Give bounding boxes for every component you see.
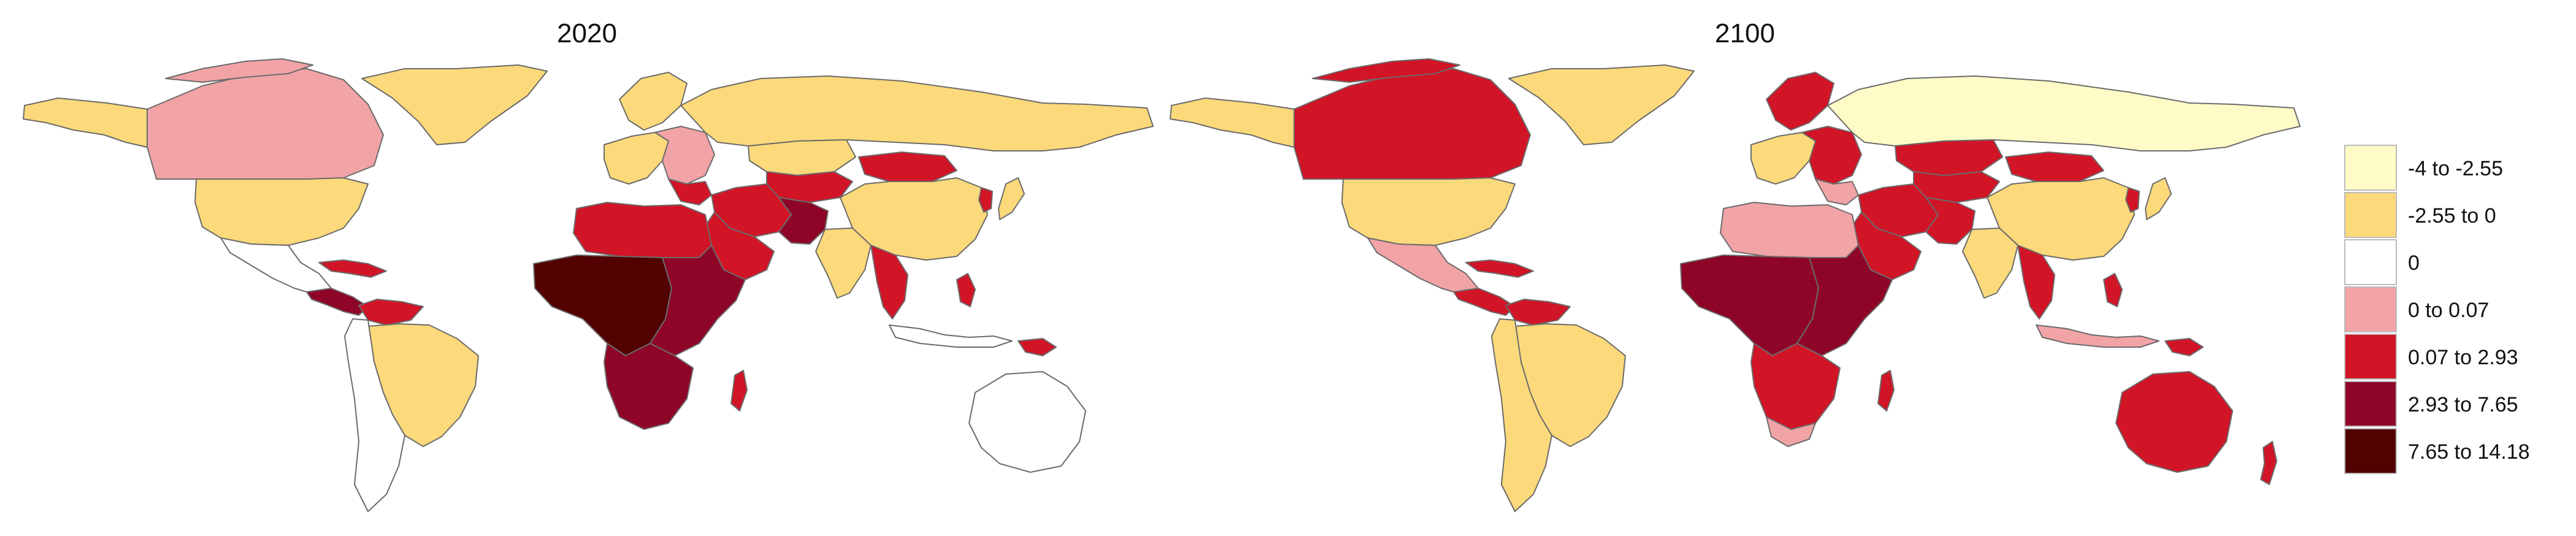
region-mexico[interactable] [220,237,332,296]
region-scandinavia[interactable] [619,72,688,131]
region-japan[interactable] [998,177,1025,220]
region-alaska[interactable] [1170,98,1295,148]
region-andes[interactable] [1491,318,1552,512]
world-map-2100 [1170,58,2301,512]
region-myanmar-se-asia[interactable] [2017,245,2055,320]
legend-swatch [2344,381,2397,427]
region-central-america[interactable] [1453,288,1516,316]
region-alaska[interactable] [23,98,148,148]
region-kazakhstan[interactable] [748,139,856,176]
region-indonesia[interactable] [2036,324,2160,348]
region-north-africa[interactable] [573,202,712,258]
region-usa[interactable] [194,177,369,246]
region-east-africa[interactable] [1796,245,1893,356]
region-png[interactable] [2164,338,2204,356]
legend-item: 0 to 0.07 [2344,286,2565,334]
region-greenland[interactable] [1508,64,1695,145]
region-new-zealand[interactable] [2260,441,2277,485]
region-venezuela-colombia[interactable] [358,299,424,326]
region-japan[interactable] [2145,177,2172,220]
map-title-2020: 2020 [557,18,617,48]
region-indonesia[interactable] [889,324,1013,348]
legend-label: 0.07 to 2.93 [2408,346,2518,369]
region-australia[interactable] [968,371,1086,473]
legend-label: 2.93 to 7.65 [2408,393,2518,416]
region-mongolia[interactable] [2005,151,2104,182]
legend-item: 7.65 to 14.18 [2344,428,2565,475]
region-south-africa[interactable] [1766,416,1816,447]
region-korea[interactable] [978,187,993,213]
region-russia[interactable] [1827,75,2301,151]
legend-label: -4 to -2.55 [2408,157,2503,180]
region-afghanistan-pakistan[interactable] [1925,197,1976,245]
region-india[interactable] [1962,228,2018,299]
region-korea[interactable] [2125,187,2140,213]
region-philippines[interactable] [2103,273,2123,307]
region-southern-africa[interactable] [604,343,694,430]
region-madagascar[interactable] [1877,370,1895,412]
region-western-europe[interactable] [604,132,669,185]
legend-item: 0.07 to 2.93 [2344,334,2565,381]
region-scandinavia[interactable] [1766,72,1834,131]
region-myanmar-se-asia[interactable] [870,245,908,320]
world-map-2020 [23,58,1154,512]
region-north-africa[interactable] [1720,202,1859,258]
region-greenland[interactable] [361,64,548,145]
region-west-central-africa[interactable] [533,255,672,356]
region-central-europe[interactable] [1801,126,1862,185]
region-mexico[interactable] [1367,237,1479,296]
region-mongolia[interactable] [858,151,957,182]
region-afghanistan-pakistan[interactable] [778,197,829,245]
region-western-europe[interactable] [1750,132,1816,185]
region-russia[interactable] [680,75,1154,151]
legend-swatch [2344,145,2397,191]
region-kazakhstan[interactable] [1895,139,2003,176]
region-arctic-islands[interactable] [165,58,313,83]
legend-swatch [2344,286,2397,332]
region-caribbean[interactable] [1465,259,1534,278]
region-canada[interactable] [1294,68,1531,180]
map-title-2100: 2100 [1715,18,1775,48]
legend-label: 0 to 0.07 [2408,299,2490,322]
legend-swatch [2344,192,2397,238]
region-venezuela-colombia[interactable] [1505,299,1571,326]
legend-item: -2.55 to 0 [2344,192,2565,239]
region-usa[interactable] [1341,177,1516,246]
region-west-central-africa[interactable] [1680,255,1819,356]
region-canada[interactable] [147,68,384,180]
region-central-america[interactable] [306,288,369,316]
region-andes[interactable] [344,318,405,512]
region-png[interactable] [1018,338,1057,356]
legend-item: 2.93 to 7.65 [2344,381,2565,428]
region-philippines[interactable] [956,273,976,307]
legend-label: 0 [2408,251,2420,275]
legend-swatch [2344,428,2397,474]
region-arctic-islands[interactable] [1312,58,1460,83]
region-australia[interactable] [2115,371,2233,473]
legend-item: 0 [2344,239,2565,286]
legend-swatch [2344,334,2397,380]
legend-swatch [2344,239,2397,285]
legend-label: 7.65 to 14.18 [2408,440,2530,464]
legend: -4 to -2.55 -2.55 to 0 0 0 to 0.07 0.07 … [2344,145,2565,475]
region-central-europe[interactable] [654,126,715,185]
region-east-africa[interactable] [650,245,746,356]
region-caribbean[interactable] [318,259,387,278]
region-southern-africa[interactable] [1750,343,1841,430]
legend-label: -2.55 to 0 [2408,204,2496,228]
region-madagascar[interactable] [730,370,748,412]
region-india[interactable] [815,228,872,299]
legend-item: -4 to -2.55 [2344,145,2565,192]
